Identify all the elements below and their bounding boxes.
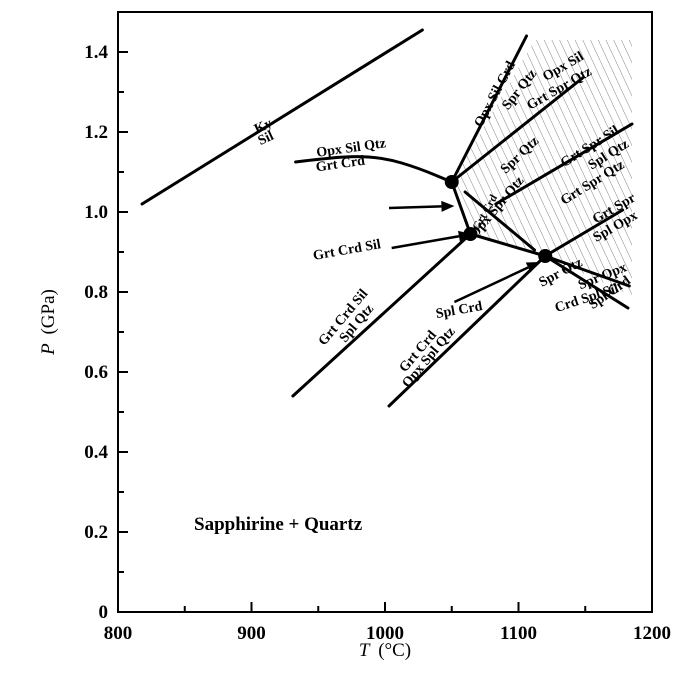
invariant-point-2 [463, 227, 478, 241]
axis-ticks: 800 900 1000 1100 1200 0 0.2 0.4 0.6 0.8 1.0 1.2 1.4 [84, 11, 671, 644]
y-axis-label: P (GPa) [38, 289, 59, 356]
reaction-line-13 [494, 122, 634, 206]
y-tick-label: 1.0 [84, 202, 108, 223]
reaction-arrow-1 [388, 200, 455, 212]
invariant-point-3 [538, 249, 553, 263]
reaction-label-1: Ky [252, 116, 275, 137]
y-axis-variable: P [38, 343, 59, 356]
y-tick-label: 0.8 [84, 282, 108, 303]
x-tick-label: 1200 [633, 623, 671, 644]
x-axis-unit: (°C) [378, 640, 411, 661]
y-tick-label: 1.2 [84, 122, 108, 143]
reaction-line-5 [450, 180, 472, 236]
y-tick-label: 0.2 [84, 522, 108, 543]
reaction-line-2 [294, 155, 454, 184]
reaction-line-12 [543, 254, 630, 310]
y-tick-label: 0.6 [84, 362, 108, 383]
y-axis-unit: (GPa) [38, 289, 59, 334]
y-tick-label: 1.4 [84, 42, 108, 63]
reaction-line-3 [450, 34, 529, 184]
invariant-points [444, 175, 553, 263]
reaction-line-6 [468, 232, 547, 258]
field-label: Sapphirine + Quartz [194, 514, 363, 535]
reaction-line-8 [291, 232, 472, 398]
y-tick-label: 0.4 [84, 442, 108, 463]
invariant-point-1 [444, 175, 459, 189]
x-tick-label: 1100 [500, 623, 537, 644]
x-axis-variable: T [359, 640, 371, 661]
reaction-arrow-3 [453, 262, 540, 304]
reaction-line-11 [543, 254, 631, 288]
reaction-label-22: Spl Crd [435, 299, 484, 322]
x-tick-label: 800 [104, 623, 133, 644]
x-tick-label: 1000 [366, 623, 404, 644]
reaction-line-10 [543, 208, 625, 258]
y-tick-label: 0 [99, 602, 109, 623]
x-tick-label: 900 [237, 623, 266, 644]
reaction-line-4 [450, 76, 585, 184]
reaction-line-9 [387, 254, 547, 408]
x-axis-label: T (°C) [359, 640, 411, 661]
reaction-label-17: Grt Crd Sil [312, 237, 382, 264]
reaction-line-7 [463, 190, 537, 252]
reaction-label-4: Grt Crd [315, 154, 366, 176]
reaction-label-2: Sil [256, 129, 277, 149]
reaction-line-1 [140, 28, 424, 206]
reaction-lines [140, 28, 634, 408]
